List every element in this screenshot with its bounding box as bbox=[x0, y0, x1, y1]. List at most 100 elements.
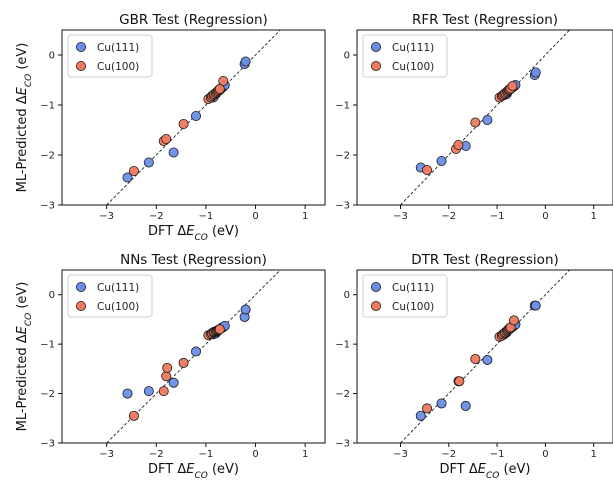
data-point bbox=[128, 165, 139, 176]
data-point bbox=[470, 353, 481, 364]
x-tick-label: −2 bbox=[441, 449, 456, 460]
y-axis-label: ML-Predicted ΔECO (eV) bbox=[15, 282, 34, 432]
data-point bbox=[178, 357, 189, 368]
data-point bbox=[190, 111, 201, 122]
legend-marker bbox=[370, 300, 381, 311]
panel-2: RFR Test (Regression) −3 −2 −1 0 1 −3 −2 −1 0 Cu(1… bbox=[335, 12, 613, 222]
y-tick-label: −2 bbox=[335, 151, 350, 162]
chart-title: NNs Test (Regression) bbox=[120, 252, 267, 268]
x-tick-label: 0 bbox=[542, 211, 548, 222]
legend-marker bbox=[370, 281, 381, 292]
x-tick-label: 1 bbox=[590, 449, 596, 460]
data-point bbox=[122, 388, 133, 399]
data-point bbox=[143, 386, 154, 397]
x-tick-label: −1 bbox=[490, 211, 505, 222]
legend-marker bbox=[370, 61, 381, 72]
legend-label: Cu(100) bbox=[392, 301, 434, 313]
x-tick-label: −3 bbox=[393, 449, 408, 460]
data-point bbox=[422, 164, 433, 175]
panel-3: NNs Test (Regression) −3 −2 −1 0 1 −3 −2 −1 0 DFT … bbox=[15, 252, 326, 481]
data-point bbox=[128, 410, 139, 421]
data-point bbox=[470, 117, 481, 128]
data-point bbox=[453, 139, 464, 150]
data-point bbox=[161, 133, 172, 144]
y-tick-label: −1 bbox=[40, 101, 55, 112]
data-point bbox=[530, 67, 541, 78]
x-tick-label: −2 bbox=[149, 449, 164, 460]
panel-1: GBR Test (Regression) −3 −2 −1 0 1 −3 −2 −1 0 DFT … bbox=[15, 12, 326, 243]
y-tick-label: 0 bbox=[49, 290, 55, 301]
series-Cu(100) bbox=[128, 76, 229, 176]
y-tick-label: −3 bbox=[40, 201, 55, 212]
y-tick-label: −1 bbox=[335, 101, 350, 112]
data-point bbox=[168, 377, 179, 388]
x-tick-label: −3 bbox=[99, 449, 114, 460]
x-tick-label: −2 bbox=[441, 211, 456, 222]
data-point bbox=[240, 304, 251, 315]
parity-line bbox=[106, 30, 281, 205]
legend-label: Cu(100) bbox=[97, 61, 139, 73]
data-point bbox=[178, 119, 189, 130]
x-tick-label: −1 bbox=[199, 449, 214, 460]
data-point bbox=[240, 56, 251, 67]
legend-marker bbox=[76, 281, 87, 292]
x-tick-label: −1 bbox=[199, 211, 214, 222]
y-tick-label: −3 bbox=[335, 439, 350, 450]
series-Cu(100) bbox=[422, 315, 519, 414]
legend-label: Cu(111) bbox=[392, 282, 434, 294]
data-point bbox=[482, 115, 493, 126]
x-tick-label: 1 bbox=[302, 211, 308, 222]
series-Cu(100) bbox=[422, 81, 518, 175]
data-point bbox=[415, 410, 426, 421]
x-tick-label: −2 bbox=[149, 211, 164, 222]
x-axis-label: DFT ΔECO (eV) bbox=[148, 462, 239, 481]
axes-frame bbox=[356, 29, 613, 206]
y-tick-label: −2 bbox=[40, 151, 55, 162]
legend: Cu(111) Cu(100) bbox=[67, 34, 153, 78]
data-point bbox=[436, 398, 447, 409]
axes-frame bbox=[61, 29, 326, 206]
legend-label: Cu(111) bbox=[97, 282, 139, 294]
y-tick-label: −2 bbox=[40, 389, 55, 400]
axes-frame bbox=[356, 269, 613, 444]
data-point bbox=[218, 76, 229, 87]
panel-4: DTR Test (Regression) −3 −2 −1 0 1 −3 −2 −1 0 DFT … bbox=[335, 252, 613, 481]
data-point bbox=[482, 354, 493, 365]
data-point bbox=[454, 376, 465, 387]
series-Cu(100) bbox=[128, 324, 225, 421]
data-point bbox=[507, 81, 518, 92]
x-tick-label: −3 bbox=[393, 211, 408, 222]
x-tick-label: 0 bbox=[252, 211, 258, 222]
legend: Cu(111) Cu(100) bbox=[362, 274, 448, 318]
data-point bbox=[168, 147, 179, 158]
y-tick-label: −1 bbox=[335, 340, 350, 351]
legend-marker bbox=[76, 42, 87, 53]
x-tick-label: 1 bbox=[590, 211, 596, 222]
data-point bbox=[422, 403, 433, 414]
y-axis-label: ML-Predicted ΔECO (eV) bbox=[15, 43, 34, 193]
chart-title: RFR Test (Regression) bbox=[412, 12, 558, 28]
data-point bbox=[122, 172, 133, 183]
y-tick-label: −3 bbox=[40, 439, 55, 450]
chart-title: DTR Test (Regression) bbox=[411, 252, 559, 268]
x-tick-label: 0 bbox=[542, 449, 548, 460]
data-point bbox=[508, 315, 519, 326]
legend: Cu(111) Cu(100) bbox=[67, 274, 153, 318]
legend-label: Cu(100) bbox=[392, 61, 434, 73]
data-point bbox=[214, 324, 225, 335]
x-axis-label: DFT ΔECO (eV) bbox=[148, 224, 239, 243]
data-point bbox=[436, 155, 447, 166]
legend: Cu(111) Cu(100) bbox=[362, 34, 448, 78]
data-point bbox=[530, 300, 541, 311]
data-point bbox=[190, 346, 201, 357]
y-tick-label: −1 bbox=[40, 340, 55, 351]
x-axis-label: DFT ΔECO (eV) bbox=[440, 462, 531, 481]
legend-marker bbox=[370, 42, 381, 53]
y-tick-label: 0 bbox=[344, 51, 350, 62]
legend-marker bbox=[76, 300, 87, 311]
data-point bbox=[161, 371, 172, 382]
data-point bbox=[162, 362, 173, 373]
legend-label: Cu(100) bbox=[97, 301, 139, 313]
data-point bbox=[158, 386, 169, 397]
